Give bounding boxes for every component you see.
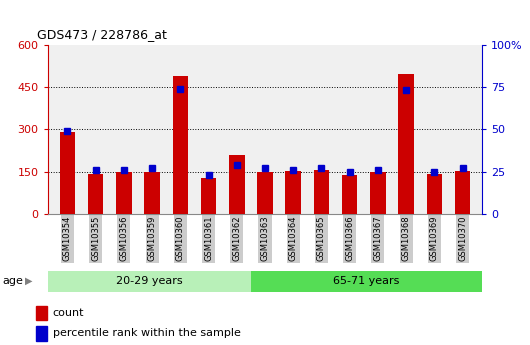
- Bar: [251, 271, 482, 292]
- Bar: [257, 172, 273, 214]
- Bar: [286, 171, 301, 214]
- Bar: [144, 171, 160, 214]
- Text: 20-29 years: 20-29 years: [116, 276, 182, 286]
- Text: 65-71 years: 65-71 years: [333, 276, 400, 286]
- Text: ▶: ▶: [25, 276, 33, 286]
- Bar: [37, 306, 47, 320]
- Bar: [60, 132, 75, 214]
- Bar: [173, 76, 188, 214]
- Bar: [399, 75, 414, 214]
- Bar: [201, 178, 216, 214]
- Bar: [342, 175, 357, 214]
- Bar: [37, 326, 47, 341]
- Text: age: age: [3, 276, 23, 286]
- Bar: [427, 175, 442, 214]
- Text: GDS473 / 228786_at: GDS473 / 228786_at: [37, 28, 167, 41]
- Bar: [48, 271, 251, 292]
- Bar: [370, 172, 386, 214]
- Bar: [229, 155, 244, 214]
- Text: count: count: [53, 308, 84, 318]
- Bar: [314, 170, 329, 214]
- Bar: [116, 172, 131, 214]
- Bar: [88, 174, 103, 214]
- Text: percentile rank within the sample: percentile rank within the sample: [53, 328, 241, 338]
- Bar: [455, 171, 470, 214]
